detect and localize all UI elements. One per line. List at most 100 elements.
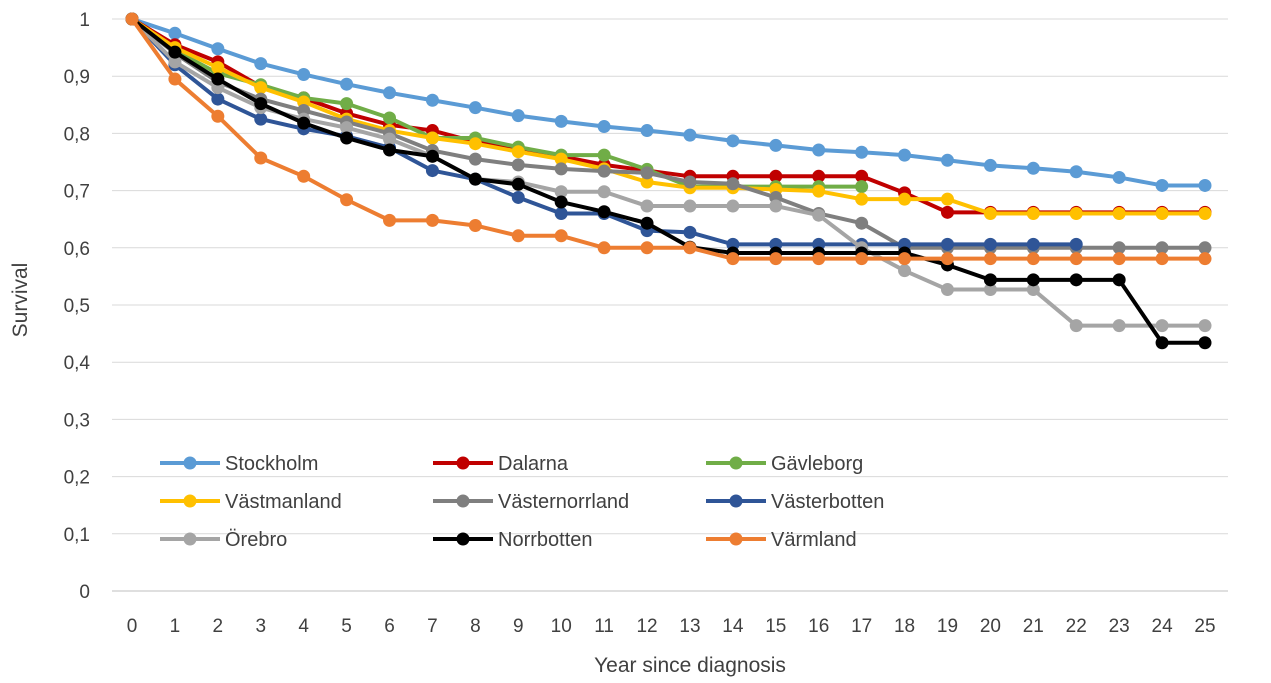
data-point — [1155, 206, 1169, 220]
data-point — [1155, 319, 1169, 333]
series-Stockholm — [125, 12, 1212, 192]
data-point — [597, 205, 611, 219]
data-point — [425, 164, 439, 178]
data-point — [1198, 178, 1212, 192]
data-point — [1112, 206, 1126, 220]
y-tick-label: 1 — [79, 10, 90, 31]
data-point — [168, 45, 182, 59]
x-tick-label: 11 — [594, 616, 614, 637]
legend-entry: Dalarna — [433, 453, 569, 475]
series-line — [130, 17, 1205, 216]
data-point — [383, 86, 397, 100]
data-point — [597, 185, 611, 199]
y-tick-label: 0,2 — [64, 468, 90, 489]
data-point — [340, 97, 354, 111]
data-point — [425, 131, 439, 145]
data-point — [640, 216, 654, 230]
legend-swatch-marker — [183, 532, 197, 546]
data-point — [683, 128, 697, 142]
legend-entry: Gävleborg — [706, 453, 863, 475]
data-point — [983, 158, 997, 172]
y-tick-label: 0,4 — [64, 353, 91, 374]
data-point — [297, 116, 311, 130]
data-point — [340, 193, 354, 207]
data-point — [726, 134, 740, 148]
x-tick-label: 17 — [851, 616, 872, 637]
data-point — [597, 164, 611, 178]
data-point — [855, 252, 869, 266]
data-point — [1155, 178, 1169, 192]
data-point — [168, 72, 182, 86]
legend-swatch-marker — [456, 494, 470, 508]
data-point — [511, 229, 525, 243]
data-point — [640, 166, 654, 180]
legend-label: Västerbotten — [771, 491, 884, 513]
data-point — [554, 185, 568, 199]
data-point — [769, 138, 783, 152]
data-point — [898, 148, 912, 162]
data-point — [855, 145, 869, 159]
data-point — [211, 72, 225, 86]
data-point — [940, 237, 954, 251]
x-tick-label: 10 — [551, 616, 572, 637]
legend-label: Norrbotten — [498, 529, 593, 551]
data-point — [340, 77, 354, 91]
x-tick-label: 21 — [1023, 616, 1044, 637]
data-point — [597, 241, 611, 255]
y-tick-label: 0 — [79, 582, 90, 603]
data-point — [1026, 206, 1040, 220]
x-tick-label: 22 — [1066, 616, 1087, 637]
data-point — [254, 81, 268, 95]
data-point — [726, 177, 740, 191]
y-tick-label: 0,8 — [64, 124, 90, 145]
legend-label: Dalarna — [498, 453, 569, 475]
x-tick-label: 23 — [1109, 616, 1130, 637]
x-tick-label: 18 — [894, 616, 915, 637]
data-point — [211, 109, 225, 123]
data-point — [1198, 206, 1212, 220]
x-tick-label: 5 — [341, 616, 352, 637]
data-point — [898, 192, 912, 206]
series-lines — [125, 12, 1212, 350]
data-point — [297, 67, 311, 81]
data-point — [1026, 252, 1040, 266]
data-point — [254, 57, 268, 71]
x-tick-label: 6 — [384, 616, 395, 637]
data-point — [1155, 241, 1169, 255]
x-tick-label: 7 — [427, 616, 438, 637]
data-point — [983, 283, 997, 297]
legend-label: Örebro — [225, 529, 287, 551]
data-point — [983, 273, 997, 287]
data-point — [812, 208, 826, 222]
data-point — [683, 175, 697, 189]
legend-entry: Stockholm — [160, 453, 318, 475]
x-tick-label: 15 — [765, 616, 786, 637]
legend-swatch-marker — [729, 532, 743, 546]
data-point — [1155, 336, 1169, 350]
data-point — [940, 192, 954, 206]
data-point — [340, 131, 354, 145]
data-point — [855, 169, 869, 183]
data-point — [1112, 319, 1126, 333]
data-point — [1198, 241, 1212, 255]
data-point — [511, 145, 525, 159]
data-point — [855, 216, 869, 230]
data-point — [425, 93, 439, 107]
data-point — [1026, 283, 1040, 297]
y-axis-title: Survival — [9, 263, 32, 338]
legend-swatch-marker — [456, 456, 470, 470]
data-point — [1198, 319, 1212, 333]
legend-entry: Värmland — [706, 529, 857, 551]
data-point — [511, 190, 525, 204]
data-point — [898, 264, 912, 278]
data-point — [983, 206, 997, 220]
series-line — [130, 17, 1205, 250]
data-point — [383, 111, 397, 125]
data-point — [812, 143, 826, 157]
data-point — [812, 252, 826, 266]
data-point — [855, 192, 869, 206]
data-point — [683, 199, 697, 213]
data-point — [383, 143, 397, 157]
data-point — [983, 237, 997, 251]
